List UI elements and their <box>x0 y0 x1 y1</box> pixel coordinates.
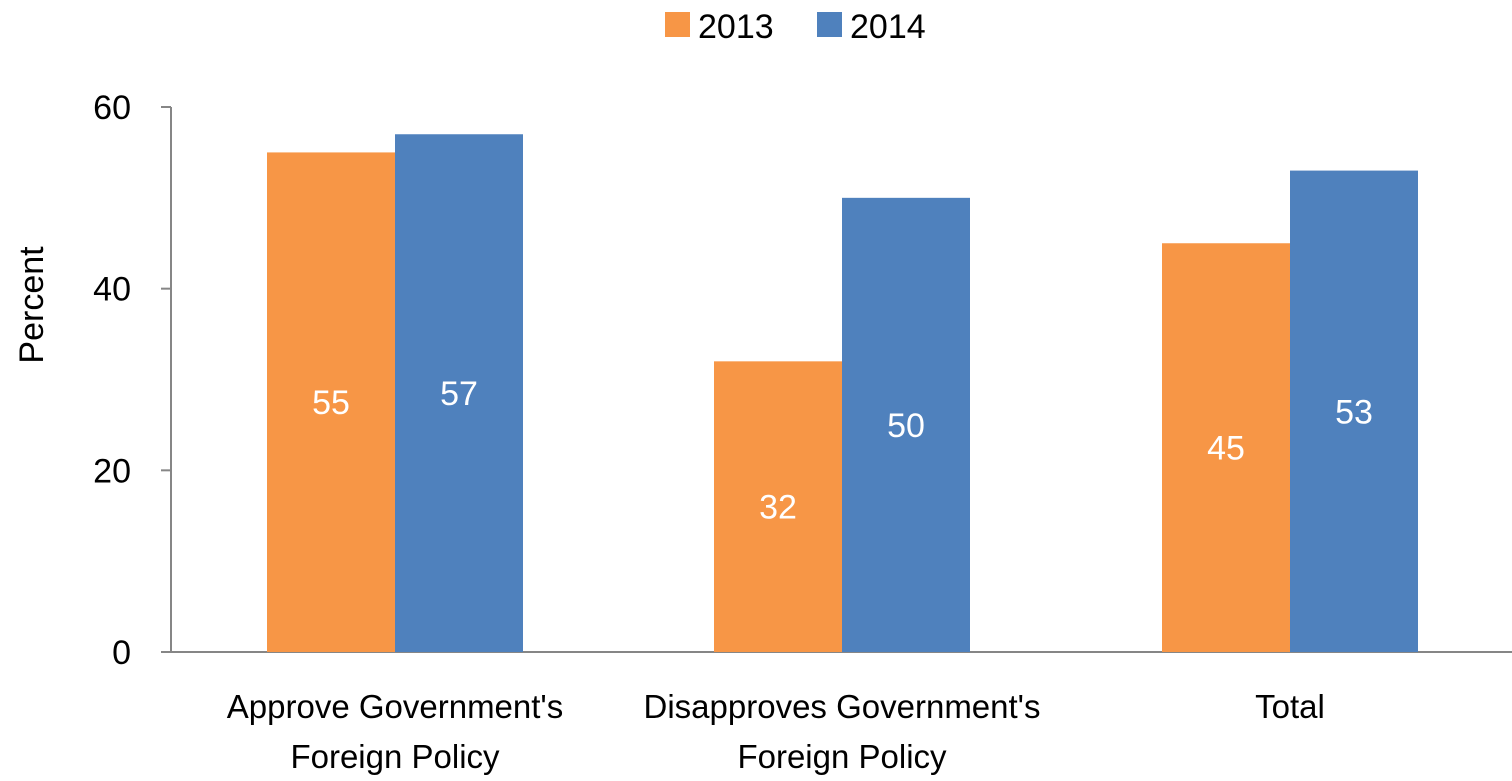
bar-2014-1 <box>842 197 970 653</box>
category-label: Approve Government's <box>227 688 563 725</box>
y-tick-label: 20 <box>93 452 131 490</box>
category-label: Foreign Policy <box>737 738 947 775</box>
bar-2014-0 <box>395 134 523 652</box>
data-labels: 55 32 45 57 50 53 <box>312 375 1373 527</box>
bar-2013-0 <box>267 152 395 652</box>
y-tick-label: 40 <box>93 271 131 309</box>
data-label: 53 <box>1335 393 1373 431</box>
category-label: Disapproves Government's <box>644 688 1041 725</box>
legend-swatch-2013 <box>665 12 690 37</box>
bar-2014-2 <box>1290 170 1418 653</box>
legend-label: 2013 <box>698 8 774 46</box>
y-axis-title: Percent <box>13 246 51 364</box>
bar-2013-2 <box>1162 243 1290 652</box>
data-label: 57 <box>440 375 478 413</box>
y-tick-label: 60 <box>93 89 131 127</box>
y-tick-label: 0 <box>112 634 131 672</box>
y-axis-title-group: Percent <box>13 246 51 364</box>
data-label: 32 <box>759 489 797 527</box>
data-label: 50 <box>887 407 925 445</box>
category-labels: Approve Government's Foreign Policy Disapp… <box>227 688 1325 775</box>
category-label: Foreign Policy <box>290 738 500 775</box>
legend-swatch-2014 <box>817 12 842 37</box>
bar-2013-1 <box>714 361 842 652</box>
data-label: 55 <box>312 384 350 422</box>
legend-label: 2014 <box>850 8 926 46</box>
category-label: Total <box>1255 688 1325 725</box>
data-label: 45 <box>1207 430 1245 468</box>
bars <box>267 134 1418 653</box>
legend: 2013 2014 <box>665 8 926 46</box>
